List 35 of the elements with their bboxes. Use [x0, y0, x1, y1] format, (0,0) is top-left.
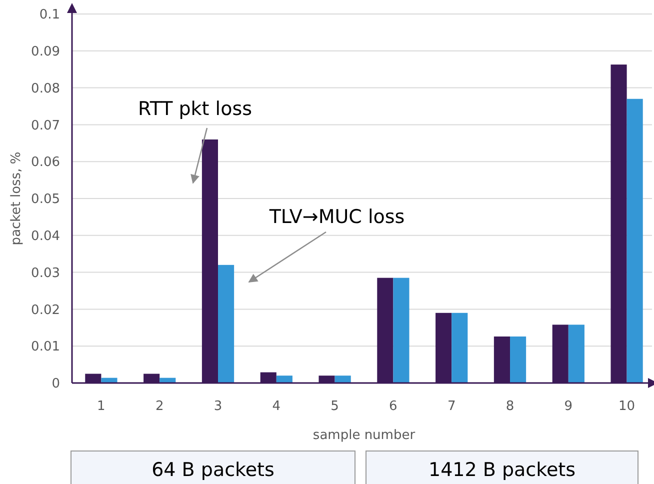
x-tick-label: 5	[330, 399, 339, 414]
x-tick-label: 6	[389, 399, 398, 414]
x-tick-label: 10	[618, 399, 636, 414]
text: 1412 B packets	[428, 459, 576, 481]
x-tick-label: 1	[97, 399, 106, 414]
bar	[334, 376, 351, 383]
x-tick-label: 4	[272, 399, 281, 414]
annotation: RTT pkt loss	[138, 98, 252, 120]
y-tick-label: 0.01	[31, 340, 60, 355]
x-tick-label: 8	[506, 399, 514, 414]
bar	[276, 376, 292, 383]
y-tick-label: 0.05	[31, 192, 60, 208]
y-axis-title: packet loss, %	[9, 152, 24, 246]
bar	[452, 312, 468, 383]
y-tick-label: 0.02	[31, 302, 60, 318]
y-tick-label: 0.06	[31, 155, 60, 170]
bar	[626, 98, 643, 383]
y-tick-label: 0.1	[39, 8, 60, 23]
y-tick-label: 0.03	[31, 266, 60, 281]
text: 64 B packets	[152, 459, 274, 481]
y-tick-label: 0.04	[31, 228, 60, 244]
y-tick-label: 0.08	[31, 81, 60, 96]
y-tick-label: 0	[52, 376, 60, 392]
bar	[393, 278, 410, 383]
x-tick-label: 2	[155, 399, 164, 414]
bar	[218, 264, 234, 383]
x-tick-label: 7	[447, 399, 456, 414]
y-tick-label: 0.09	[31, 44, 60, 60]
annotation: TLV→MUC loss	[268, 206, 405, 228]
bar	[510, 336, 526, 383]
x-axis-title: sample number	[312, 428, 416, 443]
x-tick-label: 9	[564, 399, 573, 414]
bar	[568, 324, 584, 383]
y-tick-label: 0.07	[31, 118, 60, 134]
x-tick-label: 3	[214, 399, 222, 414]
